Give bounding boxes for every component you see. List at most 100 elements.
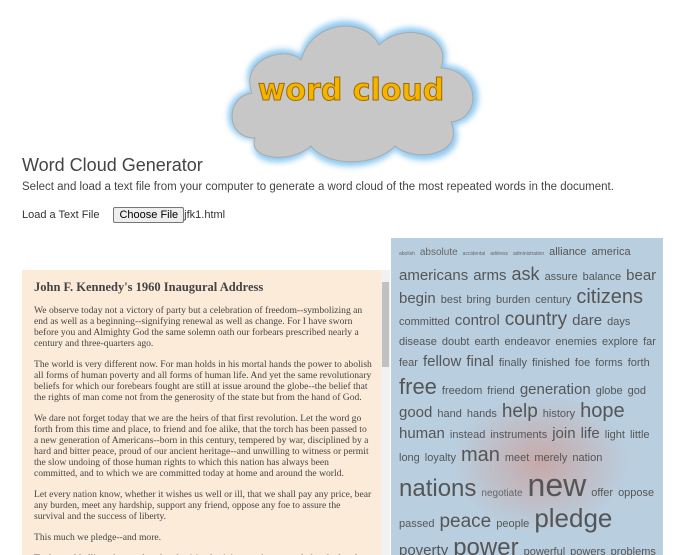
cloud-word: light [604,429,625,441]
document-content: John F. Kennedy's 1960 Inaugural Address… [22,270,390,555]
cloud-word: fellow [422,353,462,370]
cloud-word: loyalty [424,452,456,464]
cloud-word: bring [466,294,491,306]
logo: word cloud [228,20,479,167]
cloud-word: join [552,425,576,442]
cloud-word: disease [399,336,437,348]
cloud-word: final [466,353,494,370]
cloud-word: history [542,408,576,420]
cloud-word: ask [511,264,540,284]
choose-file-button[interactable]: Choose File [113,207,185,223]
scrollbar-thumb[interactable] [382,282,389,367]
cloud-word: negotiate [481,488,523,499]
cloud-word: human [399,425,445,442]
word-list: abolish absolute accidental address administ… [391,238,663,555]
document-panel: John F. Kennedy's 1960 Inaugural Address… [22,270,390,555]
paragraph: Let every nation know, whether it wishes… [34,489,372,522]
cloud-word: hands [466,408,497,420]
cloud-word: begin [399,290,436,307]
cloud-shape [228,20,479,167]
scrollbar[interactable] [381,270,390,555]
cloud-word: powers [570,546,606,555]
cloud-word: globe [595,385,623,397]
cloud-word: new [527,467,587,503]
description: Select and load a text file from your co… [22,181,614,193]
cloud-word: century [535,294,572,306]
cloud-word: america [591,246,631,258]
cloud-word: forms [595,357,623,369]
cloud-word: life [580,425,600,442]
file-name: jfk1.html [184,209,226,221]
file-label: Load a Text File [22,209,100,221]
cloud-word: man [460,444,500,466]
paragraph: The world is very different now. For man… [34,359,372,403]
cloud-word: instruments [490,429,548,441]
cloud-word: administration [512,251,545,257]
cloud-word: balance [582,271,622,283]
file-input: Load a Text File Choose File jfk1.html [22,207,225,223]
cloud-word: foe [574,357,591,369]
cloud-word: powerful [523,546,566,555]
paragraph: To those old allies whose cultural and s… [34,553,372,555]
cloud-word: merely [534,452,568,464]
cloud-word: finally [498,357,527,369]
cloud-word: power [453,534,519,555]
cloud-word: address [490,251,508,257]
cloud-word: burden [495,294,531,306]
cloud-word: offer [591,487,614,499]
cloud-word: long [399,452,420,464]
cloud-word: days [607,316,631,328]
cloud-word: forth [627,357,650,369]
cloud-word: abolish [399,251,415,257]
cloud-word: god [627,385,646,397]
cloud-word: meet [504,452,530,464]
cloud-word: enemies [555,336,597,348]
cloud-word: arms [473,267,507,284]
paragraph: This much we pledge--and more. [34,532,162,543]
cloud-word: accidental [462,251,486,257]
page-title: Word Cloud Generator [22,155,203,175]
cloud-word: bear [626,267,657,284]
cloud-word: country [504,309,568,330]
cloud-word: nations [399,475,477,502]
cloud-word: earth [474,336,500,348]
cloud-word: dare [572,312,603,329]
cloud-word: far [643,336,656,348]
cloud-word: oppose [618,487,655,499]
cloud-word: generation [519,381,591,398]
cloud-word: citizens [576,286,644,308]
paragraph: We dare not forget today that we are the… [34,413,369,479]
cloud-word: poverty [399,542,449,555]
paragraph: We observe today not a victory of party … [34,305,363,349]
cloud-word: assure [544,271,578,283]
cloud-word: fear [399,357,418,369]
cloud-word: passed [399,518,435,530]
cloud-word: help [501,401,538,422]
cloud-word: people [496,518,530,530]
cloud-word: hope [580,400,625,422]
cloud-word: absolute [419,247,458,258]
cloud-word: doubt [441,336,470,348]
document-title: John F. Kennedy's 1960 Inaugural Address [34,280,264,294]
cloud-word: pledge [534,503,613,533]
cloud-word: hand [437,408,462,420]
cloud-word: little [629,429,650,441]
cloud-word: problems [610,546,656,555]
cloud-word: alliance [549,246,587,258]
cloud-word: explore [601,336,639,348]
cloud-word: best [440,294,462,306]
cloud-word: finished [531,357,570,369]
cloud-word: friend [487,385,515,397]
word-cloud: abolish absolute accidental address administ… [391,238,663,555]
cloud-word: endeavor [504,336,551,348]
cloud-word: peace [439,511,492,532]
cloud-word: control [454,312,500,329]
cloud-word: freedom [441,385,483,397]
cloud-word: americans [399,267,469,284]
cloud-word: instead [449,429,486,441]
cloud-word: committed [399,316,450,328]
logo-text: word cloud [258,73,445,108]
cloud-word: free [399,374,437,399]
cloud-word: nation [572,452,603,464]
